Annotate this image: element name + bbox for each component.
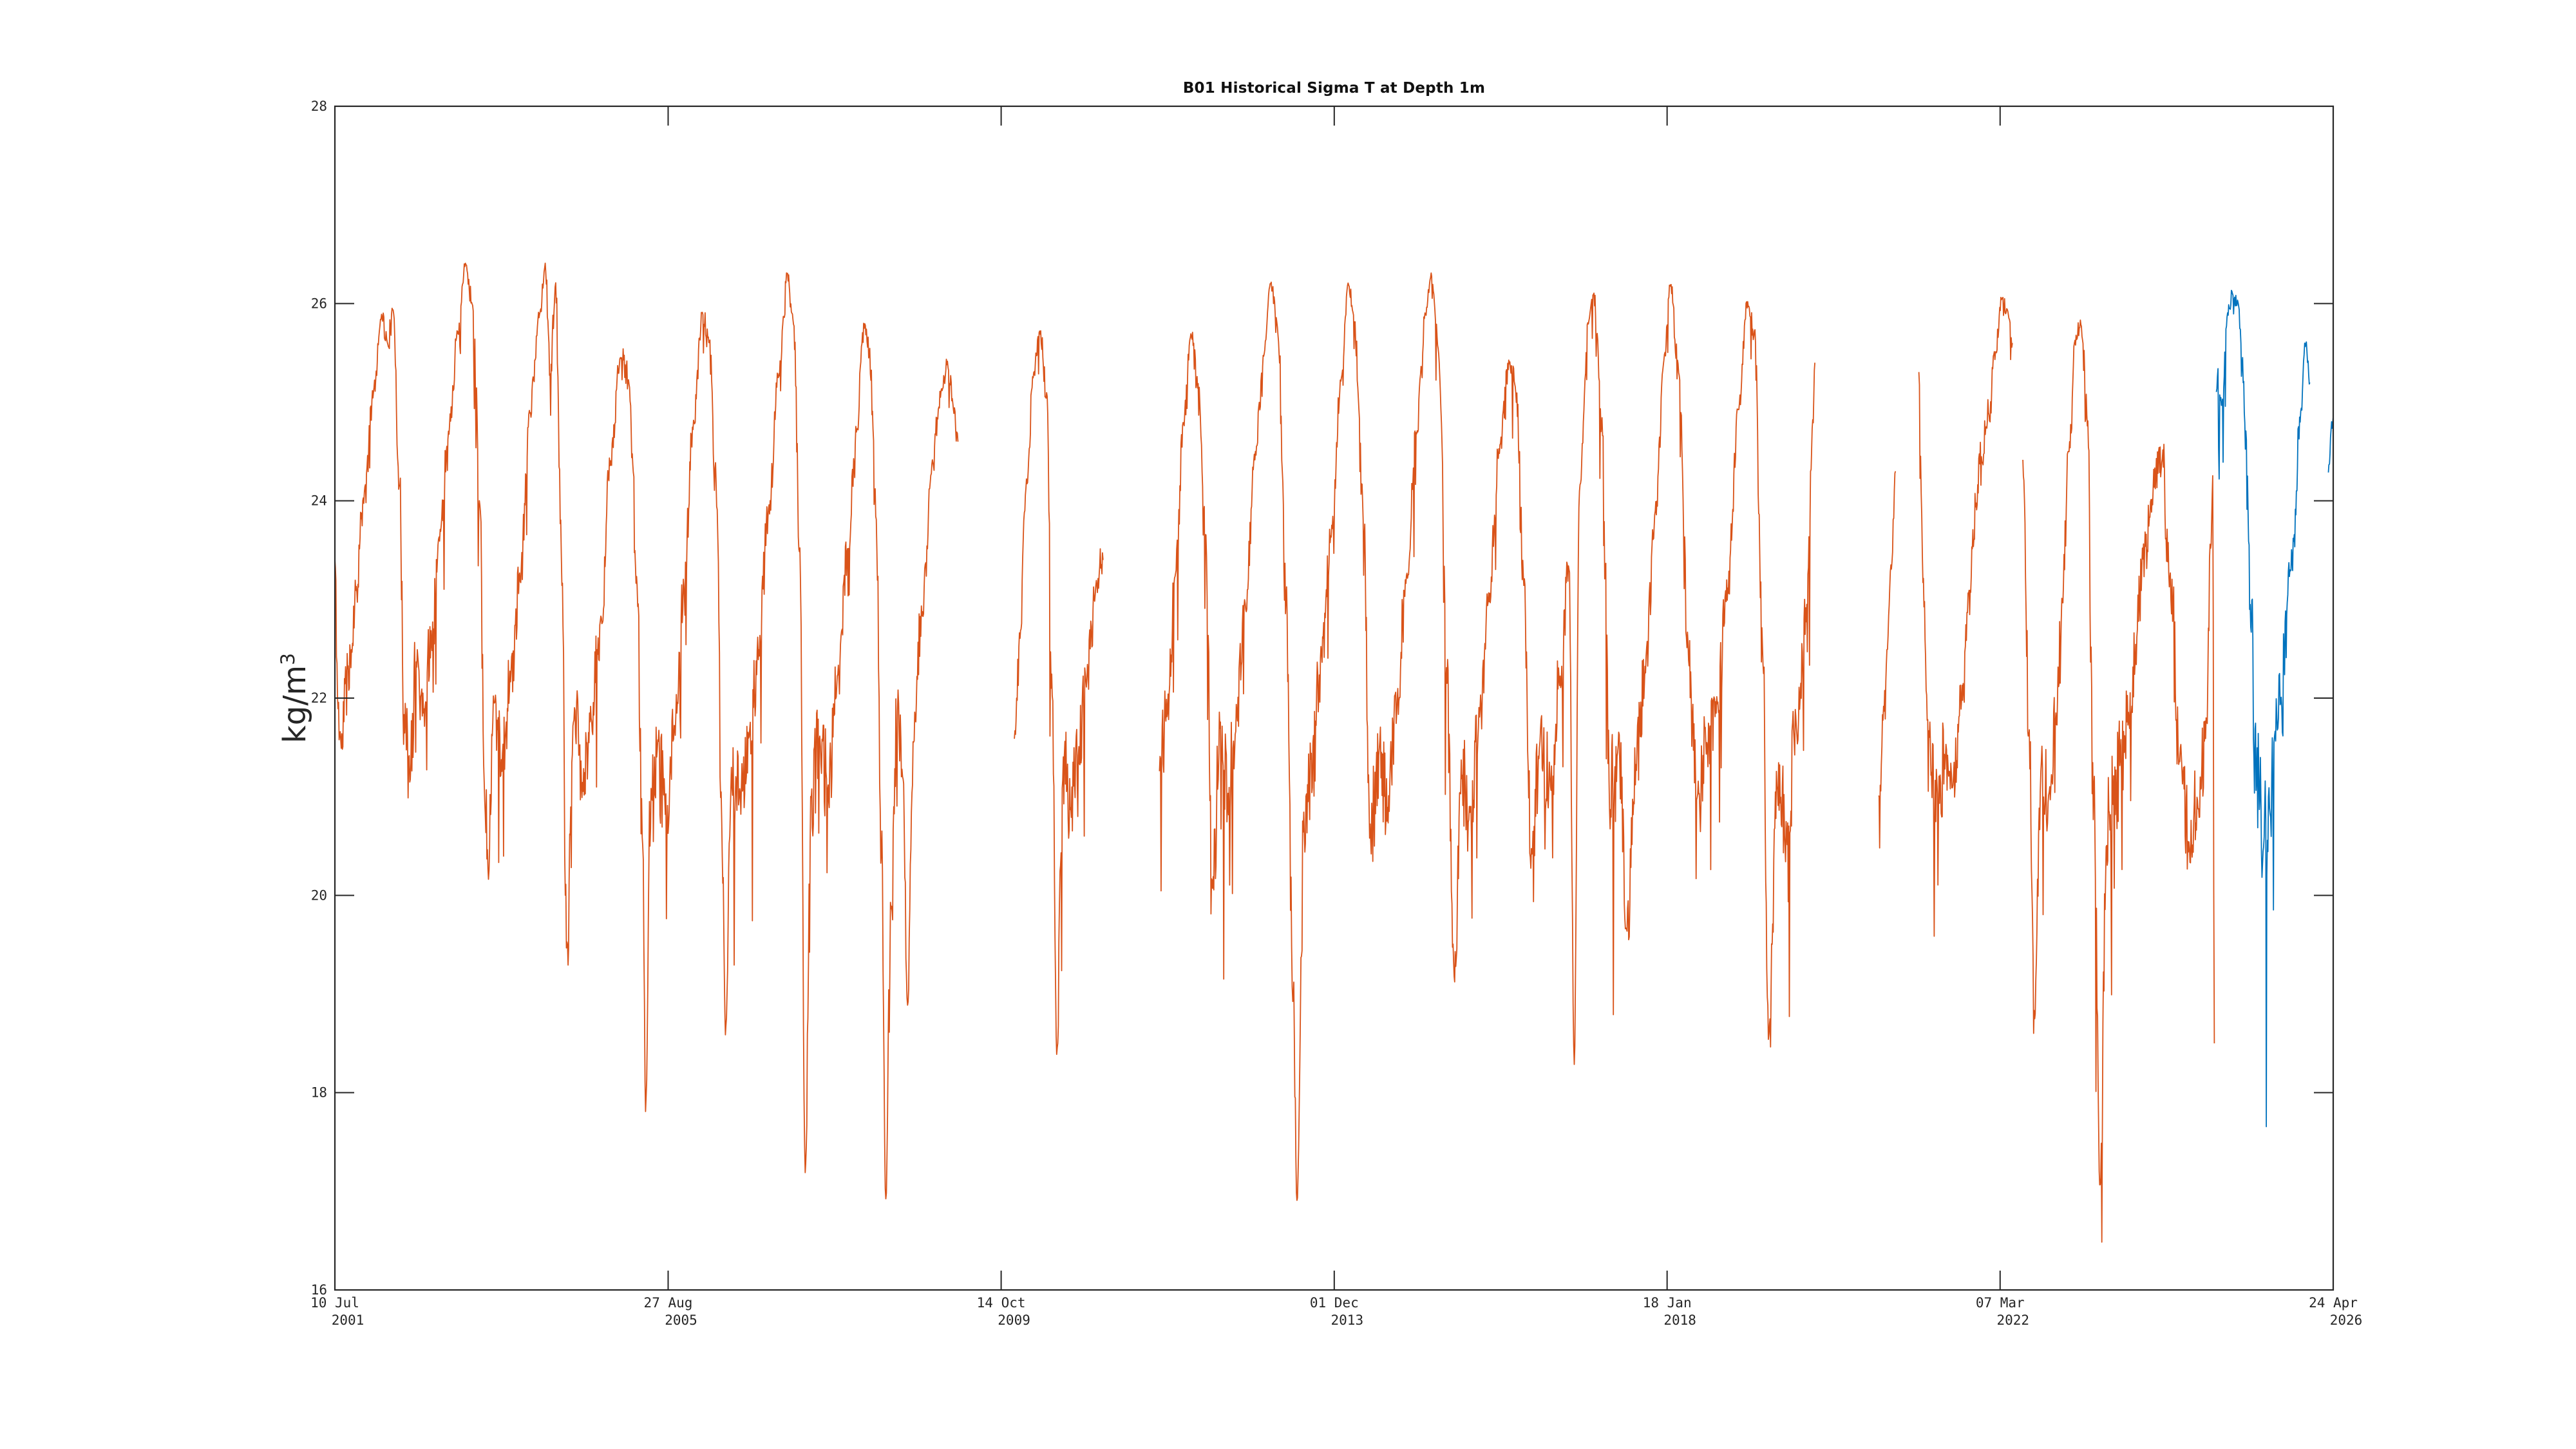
x-tick-year-label: 2018 xyxy=(1663,1312,1696,1328)
y-axis-label-base: kg/m xyxy=(277,665,313,744)
y-tick-label: 20 xyxy=(311,887,327,903)
x-tick-year-label: 2009 xyxy=(998,1312,1030,1328)
x-tick-label: 07 Mar xyxy=(1976,1295,2025,1311)
x-tick-label: 01 Dec xyxy=(1310,1295,1359,1311)
plot-box xyxy=(334,105,2334,1291)
y-tick-label: 26 xyxy=(311,296,327,311)
x-tick-label: 27 Aug xyxy=(644,1295,693,1311)
series-path-recent-year xyxy=(2327,417,2334,473)
series-path-historical xyxy=(1014,330,1104,1056)
x-tick-year-label: 2022 xyxy=(1996,1312,2029,1328)
x-tick-year-label: 2001 xyxy=(332,1312,365,1328)
series-path-historical xyxy=(2022,319,2215,1243)
y-axis-label-exponent: 3 xyxy=(277,652,299,665)
chart-title: B01 Historical Sigma T at Depth 1m xyxy=(1182,80,1486,97)
series-path-historical xyxy=(1878,471,1897,849)
x-tick-year-label: 2026 xyxy=(2330,1312,2363,1328)
x-tick-label: 18 Jan xyxy=(1643,1295,1692,1311)
x-tick-year-label: 2013 xyxy=(1331,1312,1364,1328)
x-tick-label: 14 Oct xyxy=(977,1295,1026,1311)
x-tick-year-label: 2005 xyxy=(665,1312,697,1328)
y-axis-label: kg/m3 xyxy=(277,653,313,743)
y-tick-label: 22 xyxy=(311,690,327,706)
y-tick-label: 18 xyxy=(311,1085,327,1101)
y-tick-label: 24 xyxy=(311,493,327,509)
x-tick-label: 10 Jul xyxy=(310,1295,359,1311)
series-path-recent-year xyxy=(2215,290,2311,1128)
y-tick-label: 16 xyxy=(311,1282,327,1298)
series-path-historical xyxy=(1918,296,2013,937)
series-path-historical xyxy=(1159,272,1815,1201)
y-tick-label: 28 xyxy=(311,99,327,114)
x-tick-label: 24 Apr xyxy=(2309,1295,2358,1311)
series-path-historical xyxy=(334,262,959,1200)
